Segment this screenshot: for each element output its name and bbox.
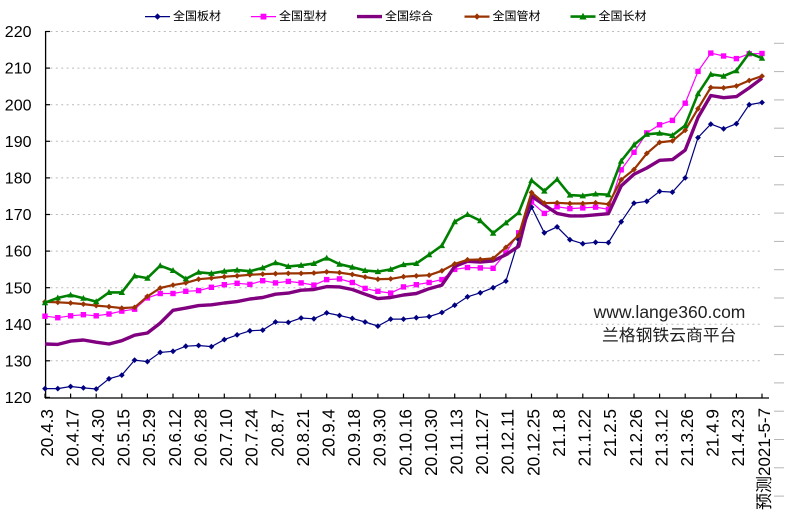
svg-text:20.5.15: 20.5.15 bbox=[114, 409, 134, 466]
svg-text:21.1.22: 21.1.22 bbox=[575, 409, 595, 466]
svg-text:21.3.12: 21.3.12 bbox=[651, 409, 671, 466]
svg-text:20.10.16: 20.10.16 bbox=[395, 409, 415, 476]
svg-text:190: 190 bbox=[5, 134, 32, 151]
svg-text:20.9.18: 20.9.18 bbox=[344, 409, 364, 466]
svg-text:20.10.30: 20.10.30 bbox=[421, 409, 441, 476]
svg-text:20.12.25: 20.12.25 bbox=[523, 409, 543, 476]
svg-text:180: 180 bbox=[5, 171, 32, 188]
svg-text:20.6.12: 20.6.12 bbox=[165, 409, 185, 466]
svg-text:210: 210 bbox=[5, 61, 32, 78]
svg-text:20.9.30: 20.9.30 bbox=[370, 409, 390, 466]
svg-text:20.4.30: 20.4.30 bbox=[88, 409, 108, 466]
svg-text:20.11.13: 20.11.13 bbox=[447, 409, 467, 475]
svg-text:20.4.3: 20.4.3 bbox=[37, 409, 57, 457]
svg-text:21.3.26: 21.3.26 bbox=[677, 409, 697, 466]
svg-text:21.2.26: 21.2.26 bbox=[626, 409, 646, 466]
svg-text:20.7.10: 20.7.10 bbox=[216, 409, 236, 466]
svg-text:160: 160 bbox=[5, 244, 32, 261]
svg-text:150: 150 bbox=[5, 280, 32, 297]
svg-text:www.lange360.com: www.lange360.com bbox=[593, 302, 746, 322]
svg-text:20.11.27: 20.11.27 bbox=[472, 409, 492, 475]
svg-text:20.7.24: 20.7.24 bbox=[242, 409, 262, 467]
svg-text:21.4.23: 21.4.23 bbox=[728, 409, 748, 466]
svg-text:130: 130 bbox=[5, 353, 32, 370]
svg-text:220: 220 bbox=[5, 24, 32, 41]
svg-text:20.8.21: 20.8.21 bbox=[293, 409, 313, 466]
svg-text:170: 170 bbox=[5, 207, 32, 224]
svg-text:20.8.7: 20.8.7 bbox=[267, 409, 287, 457]
svg-text:21.2.5: 21.2.5 bbox=[600, 409, 620, 457]
svg-text:20.12.11: 20.12.11 bbox=[498, 409, 518, 475]
svg-text:20.5.29: 20.5.29 bbox=[139, 409, 159, 466]
svg-text:2021-5-7: 2021-5-7 bbox=[755, 408, 774, 476]
svg-text:140: 140 bbox=[5, 317, 32, 334]
svg-text:21.1.8: 21.1.8 bbox=[549, 409, 569, 457]
svg-text:20.6.28: 20.6.28 bbox=[190, 409, 210, 466]
svg-text:20.9.4: 20.9.4 bbox=[319, 409, 339, 457]
svg-text:21.4.9: 21.4.9 bbox=[703, 409, 723, 457]
svg-text:20.4.17: 20.4.17 bbox=[62, 409, 82, 466]
svg-text:200: 200 bbox=[5, 97, 32, 114]
svg-text:120: 120 bbox=[5, 390, 32, 407]
